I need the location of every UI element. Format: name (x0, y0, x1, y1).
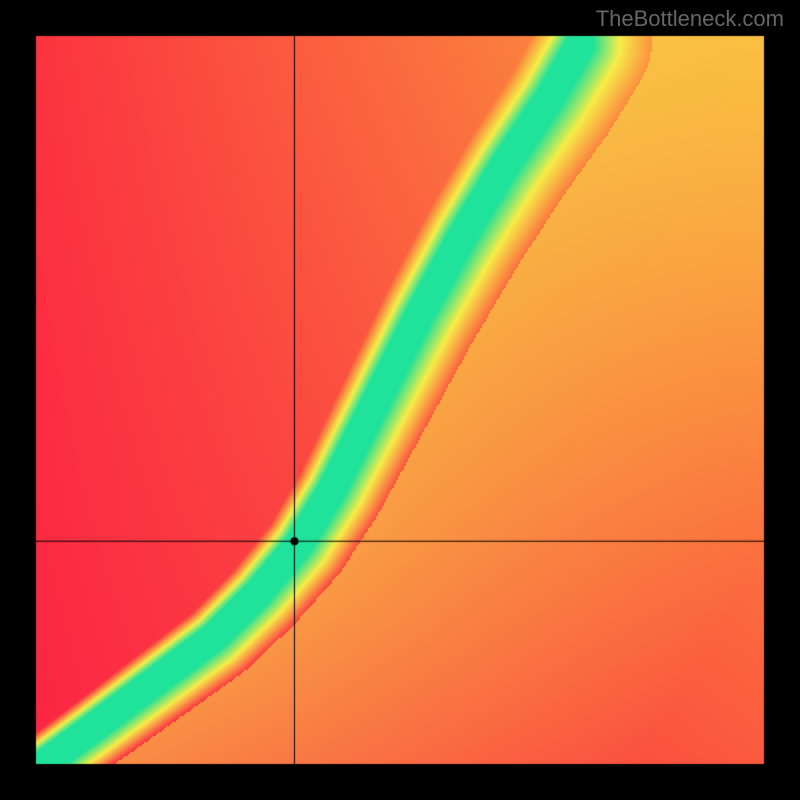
watermark-text: TheBottleneck.com (596, 6, 784, 32)
bottleneck-heatmap (0, 0, 800, 800)
